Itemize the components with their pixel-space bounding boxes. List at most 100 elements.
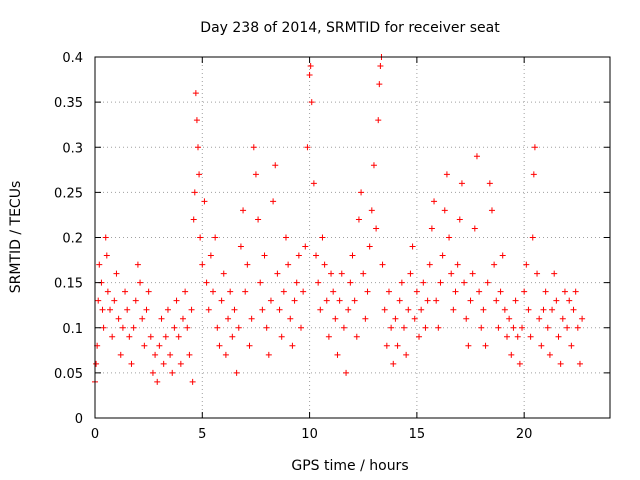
data-point: [362, 315, 369, 322]
data-point: [220, 270, 227, 277]
data-point: [196, 171, 203, 178]
data-point: [139, 315, 146, 322]
data-point: [439, 252, 446, 259]
y-tick-label: 0.25: [54, 186, 83, 201]
y-tick-labels: 0 0.05 0.1 0.15 0.2 0.25 0.3 0.35 0.4: [54, 51, 83, 427]
data-point: [126, 333, 133, 340]
data-point: [169, 369, 176, 376]
data-point: [307, 63, 314, 70]
data-point: [203, 279, 210, 286]
chart-title: Day 238 of 2014, SRMTID for receiver sea…: [200, 20, 500, 36]
x-tick-label: 15: [409, 427, 426, 442]
data-point: [175, 333, 182, 340]
data-point: [343, 369, 350, 376]
x-tick-labels: 0 5 10 15 20: [91, 427, 533, 442]
data-point: [272, 162, 279, 169]
data-point: [364, 288, 371, 295]
data-point: [476, 288, 483, 295]
data-point: [257, 279, 264, 286]
data-point: [128, 360, 135, 367]
x-tick-label: 10: [301, 427, 318, 442]
data-point: [107, 306, 114, 313]
data-point: [448, 270, 455, 277]
data-point: [197, 234, 204, 241]
data-point: [282, 234, 289, 241]
data-point: [516, 360, 523, 367]
data-point: [184, 324, 191, 331]
data-point: [366, 243, 373, 250]
data-point: [317, 306, 324, 313]
data-point: [396, 297, 403, 304]
data-point: [536, 315, 543, 322]
data-point: [143, 306, 150, 313]
data-point: [222, 351, 229, 358]
data-point: [179, 315, 186, 322]
data-point: [426, 261, 433, 268]
data-point: [171, 324, 178, 331]
data-point: [497, 288, 504, 295]
data-point: [379, 261, 386, 268]
data-point: [519, 324, 526, 331]
data-point: [210, 288, 217, 295]
data-point: [195, 144, 201, 151]
data-point: [280, 288, 287, 295]
data-point: [225, 315, 232, 322]
data-point: [160, 360, 167, 367]
data-point: [119, 324, 126, 331]
data-point: [488, 207, 495, 214]
data-point: [401, 324, 407, 331]
data-point: [390, 360, 397, 367]
data-point: [338, 270, 345, 277]
data-point: [435, 324, 442, 331]
data-point: [420, 279, 427, 286]
data-point: [340, 324, 347, 331]
data-point: [463, 315, 470, 322]
data-point: [293, 279, 300, 286]
data-point: [325, 333, 332, 340]
data-point: [465, 342, 472, 349]
data-point: [334, 351, 341, 358]
data-point: [411, 315, 418, 322]
data-point: [330, 288, 337, 295]
data-point: [207, 252, 214, 259]
data-point: [531, 144, 538, 151]
data-point: [304, 144, 311, 151]
data-point: [568, 342, 575, 349]
data-point: [158, 315, 165, 322]
data-point: [523, 261, 530, 268]
data-point: [355, 216, 362, 223]
data-point: [555, 333, 562, 340]
data-point: [510, 324, 517, 331]
data-point: [124, 306, 131, 313]
data-point: [540, 306, 547, 313]
data-point: [351, 297, 358, 304]
data-point: [115, 315, 122, 322]
data-point: [167, 351, 174, 358]
data-point: [259, 306, 266, 313]
data-point: [566, 297, 573, 304]
data-point: [96, 261, 103, 268]
data-point: [349, 252, 356, 259]
data-point: [373, 225, 380, 232]
data-point: [345, 306, 352, 313]
data-point: [117, 351, 124, 358]
data-point: [504, 333, 510, 340]
data-point: [452, 288, 459, 295]
data-point: [295, 252, 302, 259]
y-axis-label: SRMTID / TECUs: [8, 181, 24, 294]
data-point: [152, 351, 159, 358]
y-tick-label: 0: [75, 412, 83, 427]
data-point: [141, 342, 148, 349]
data-point: [433, 297, 440, 304]
data-point: [103, 252, 110, 259]
data-point: [358, 189, 365, 196]
data-point: [529, 234, 536, 241]
data-point: [376, 81, 383, 88]
data-point: [561, 288, 568, 295]
data-point: [104, 288, 111, 295]
data-point: [544, 324, 551, 331]
data-point: [278, 333, 285, 340]
data-point: [267, 297, 274, 304]
data-point: [191, 189, 198, 196]
